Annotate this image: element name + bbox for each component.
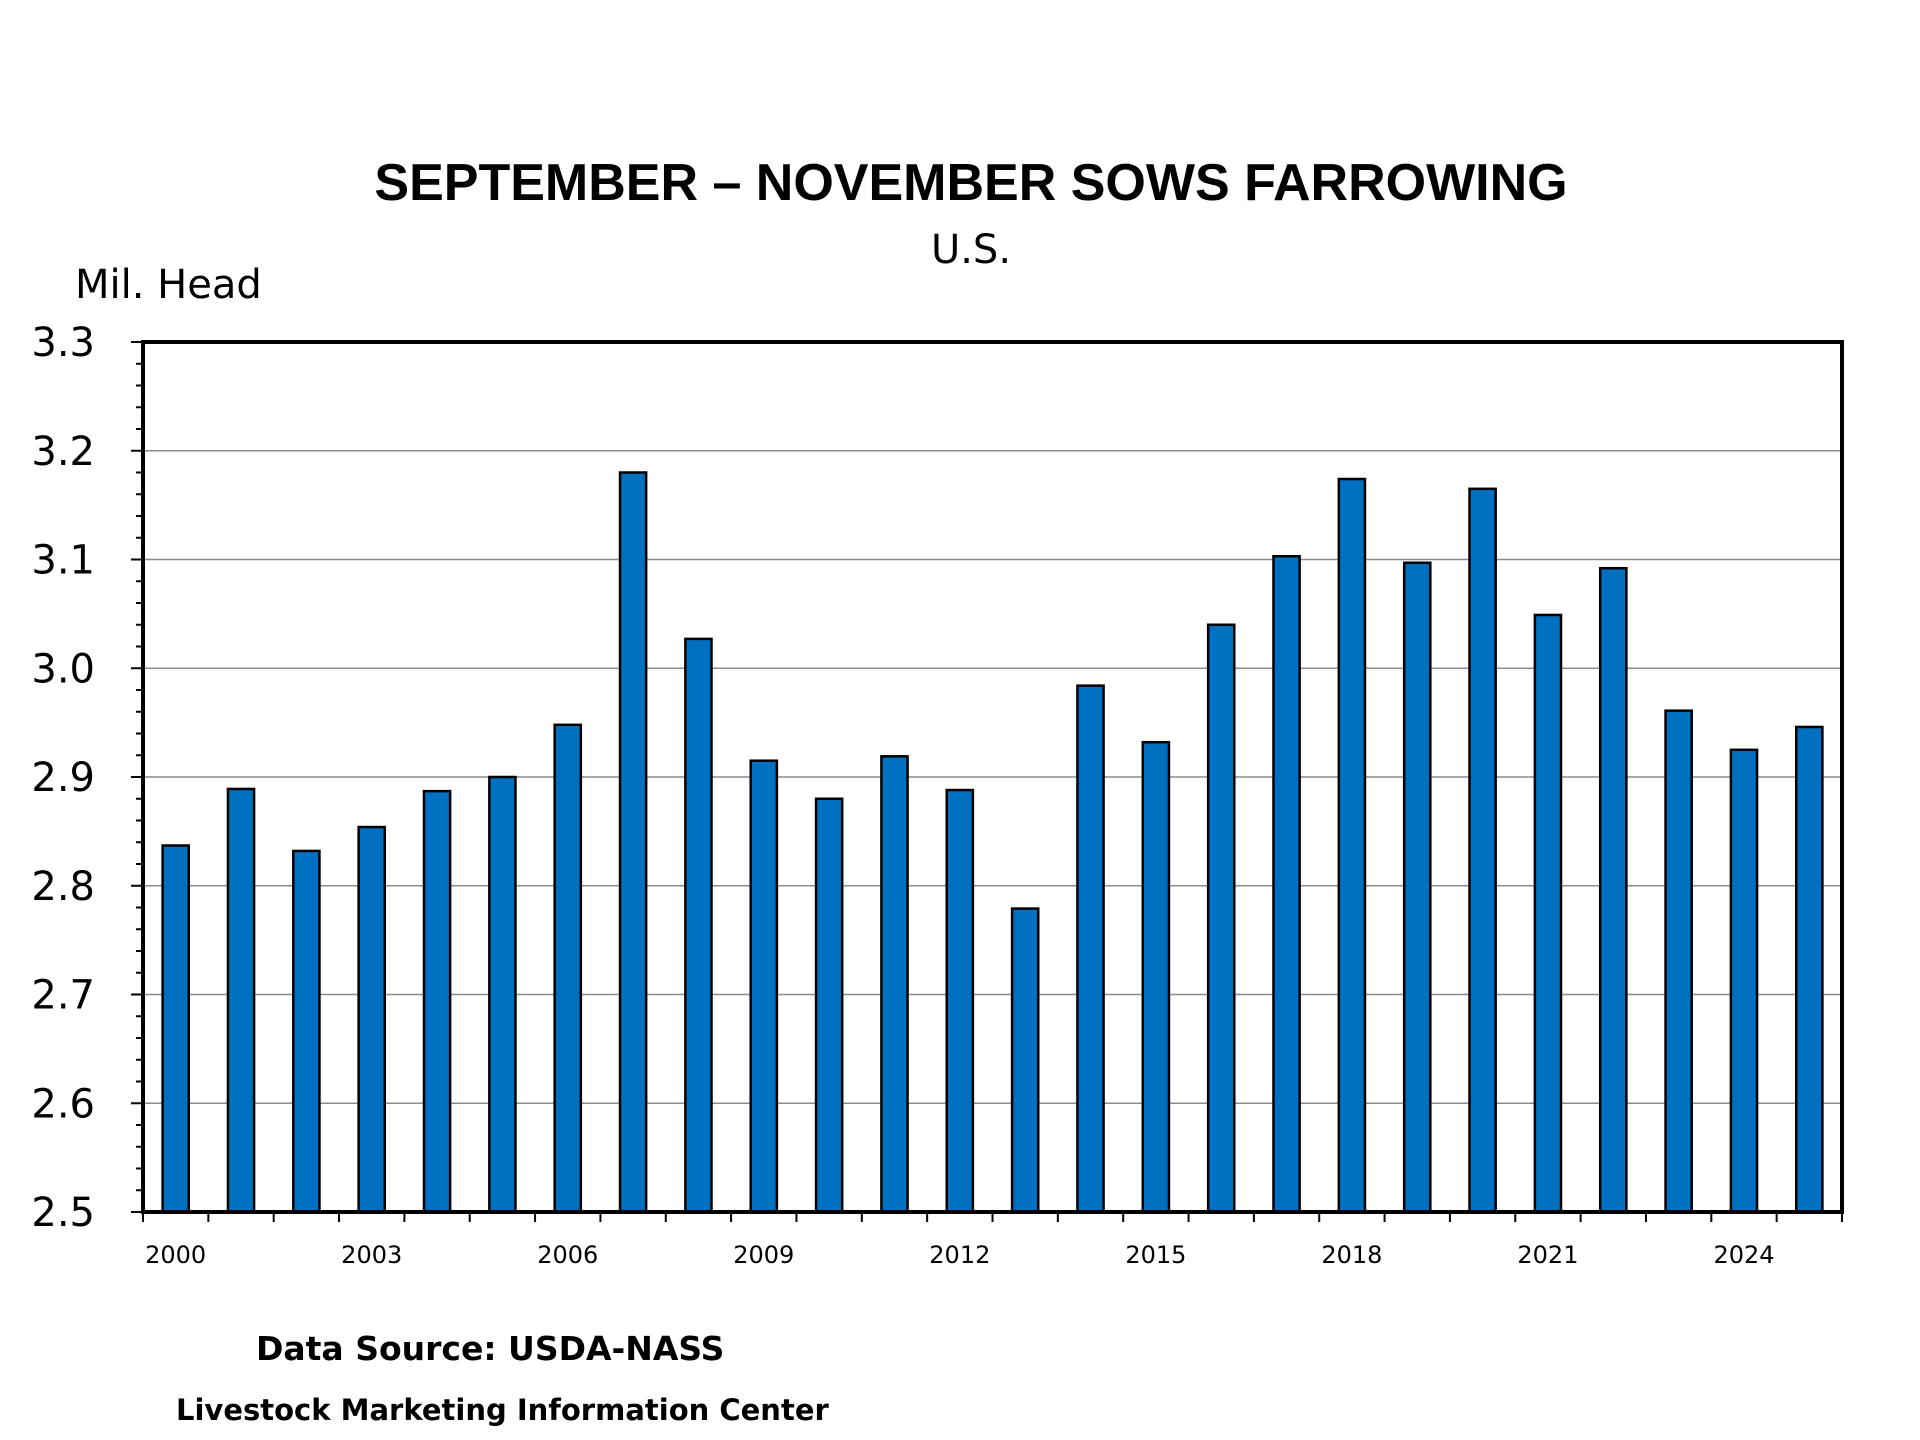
- x-axis: 2000 2003 2006 2009 2012 2015 2018 2021 2024: [142, 1212, 1843, 1269]
- chart-subtitle: U.S.: [931, 227, 1011, 273]
- gridlines: [143, 450, 1842, 1104]
- bar-2014: [1076, 684, 1105, 1214]
- y-tick-label: 3.3: [31, 320, 95, 366]
- chart-title: SEPTEMBER – NOVEMBER SOWS FARROWING: [374, 154, 1567, 212]
- y-tick-label: 2.6: [31, 1081, 95, 1127]
- x-tick-label: 2015: [1125, 1241, 1186, 1269]
- bar-2018: [1337, 477, 1367, 1214]
- bar-2011: [880, 755, 909, 1214]
- bar-2010: [814, 797, 844, 1214]
- y-tick-label: 3.1: [31, 538, 95, 584]
- bar-2016: [1206, 623, 1236, 1214]
- x-tick-label: 2018: [1321, 1241, 1382, 1269]
- y-tick-label: 2.7: [31, 973, 95, 1019]
- bar-2006: [553, 723, 583, 1214]
- bar-2019: [1402, 561, 1432, 1214]
- bar-2020: [1468, 487, 1497, 1214]
- y-tick-label: 3.0: [31, 646, 95, 692]
- bar-2017: [1272, 554, 1301, 1214]
- bar-2001: [226, 787, 256, 1214]
- bar-2002: [292, 849, 321, 1214]
- y-tick-label: 2.9: [31, 755, 95, 801]
- bar-2003: [357, 825, 387, 1214]
- bar-2012: [945, 788, 975, 1214]
- x-tick-label: 2009: [733, 1241, 794, 1269]
- bar-2004: [422, 789, 452, 1214]
- y-tick-label: 2.8: [31, 864, 95, 910]
- bar-2013: [1010, 907, 1040, 1214]
- data-source: Data Source: USDA-NASS: [256, 1329, 724, 1368]
- bar-2008: [684, 637, 713, 1214]
- bar-2025: [1795, 725, 1824, 1214]
- bar-2007: [618, 471, 648, 1214]
- x-tick-label: 2003: [341, 1241, 402, 1269]
- bar-2024: [1729, 748, 1759, 1214]
- y-axis: 2.5 2.6 2.7 2.8 2.9 3.0 3.1 3.2 3.3: [31, 320, 143, 1236]
- bar-2009: [749, 759, 779, 1214]
- bar-2021: [1533, 613, 1563, 1214]
- x-tick-label: 2006: [537, 1241, 598, 1269]
- bar-2005: [488, 775, 517, 1214]
- x-tick-label: 2024: [1713, 1241, 1774, 1269]
- bars: [161, 471, 1824, 1214]
- bar-2023: [1664, 709, 1693, 1214]
- x-tick-label: 2000: [145, 1241, 206, 1269]
- credit: Livestock Marketing Information Center: [176, 1393, 829, 1427]
- bar-2000: [161, 844, 190, 1214]
- x-tick-label: 2012: [929, 1241, 990, 1269]
- x-tick-label: 2021: [1517, 1241, 1578, 1269]
- bar-2022: [1598, 566, 1628, 1214]
- y-tick-label: 2.5: [31, 1190, 95, 1236]
- y-axis-label: Mil. Head: [75, 262, 262, 308]
- bar-2015: [1141, 740, 1171, 1214]
- y-tick-label: 3.2: [31, 429, 95, 475]
